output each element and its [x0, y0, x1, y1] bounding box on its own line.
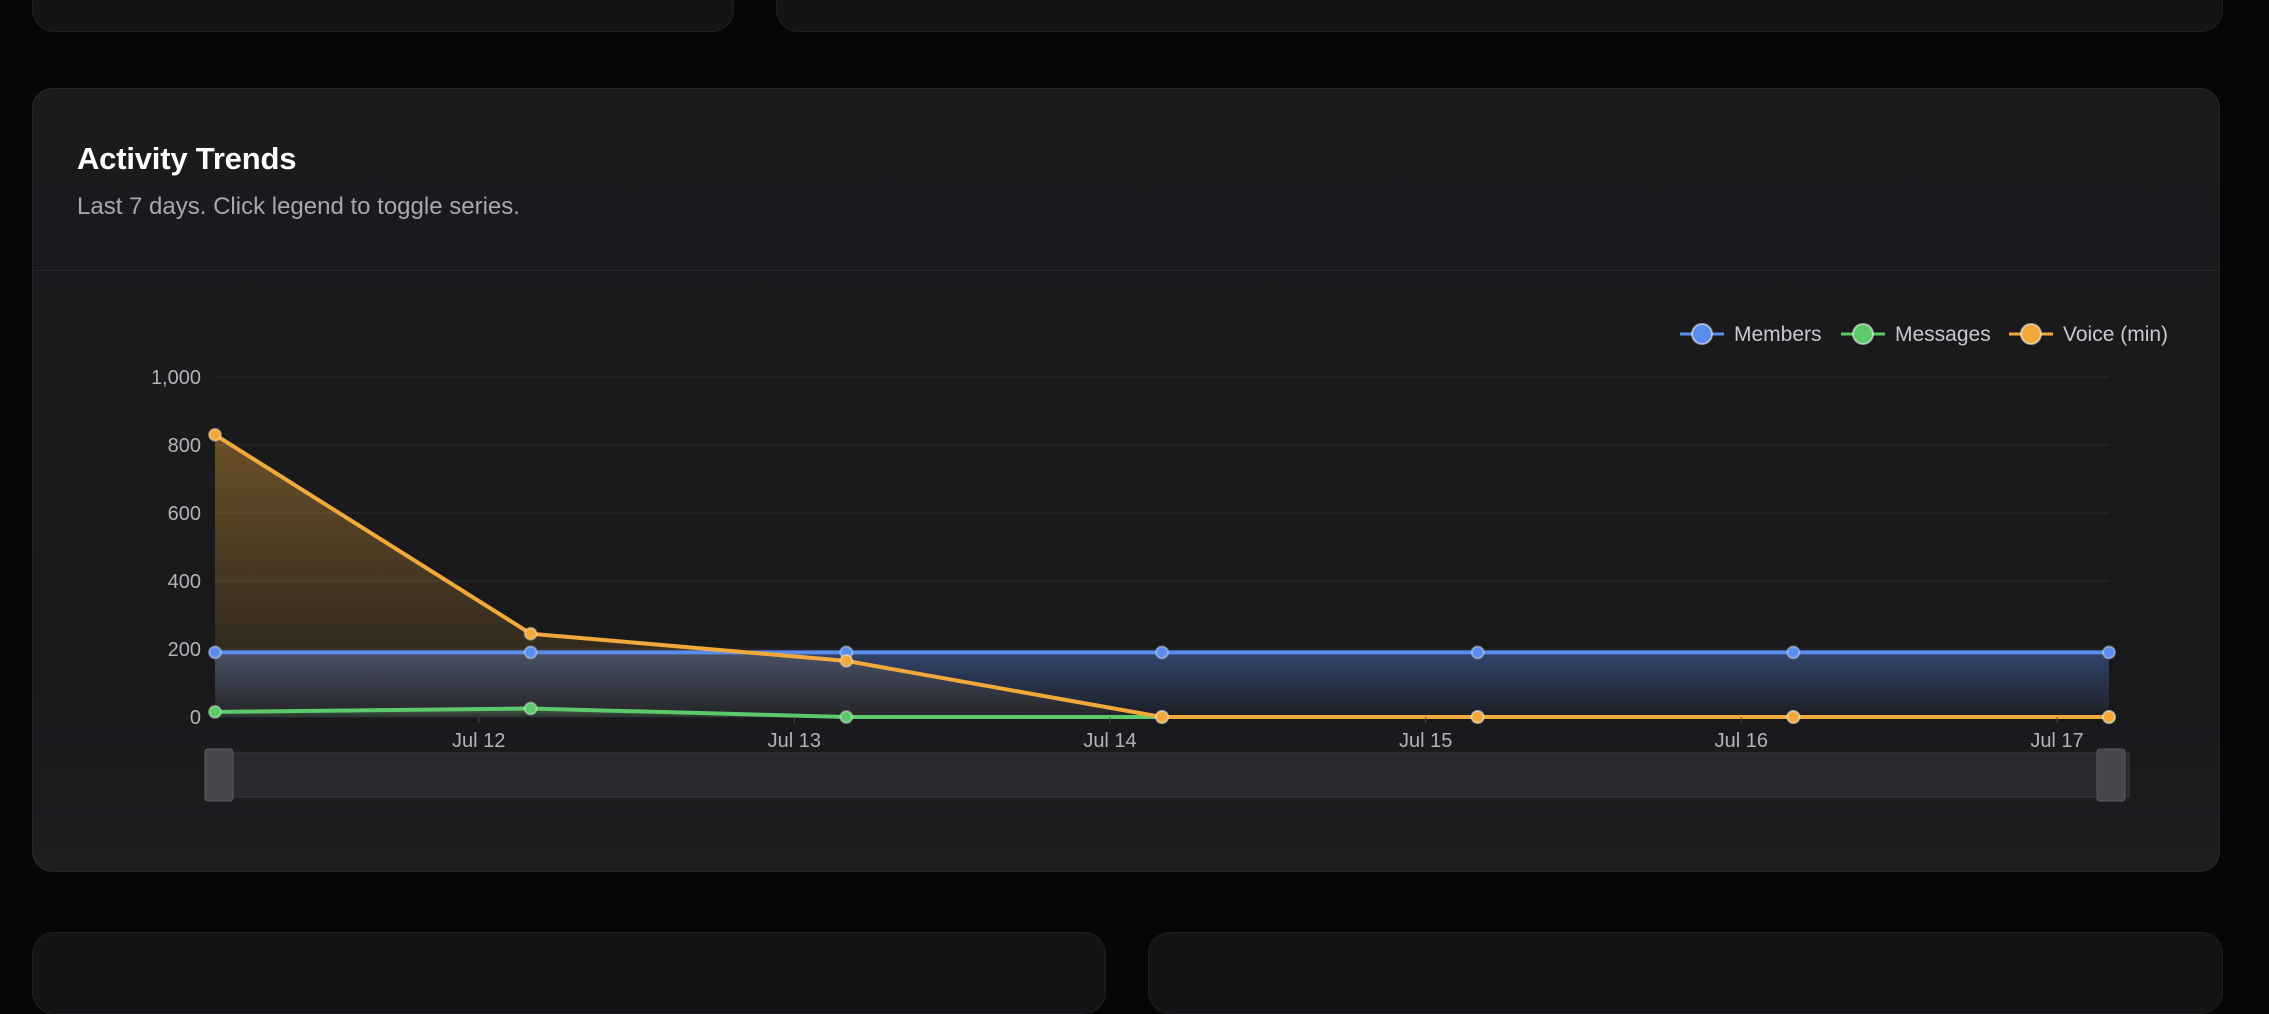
data-point-voice-min[interactable] [1155, 710, 1169, 724]
top-right-card [776, 0, 2223, 32]
y-tick-label: 1,000 [151, 367, 201, 389]
zoom-slider-track[interactable] [204, 752, 2130, 798]
y-tick-label: 200 [168, 639, 201, 661]
y-tick-label: 600 [168, 503, 201, 525]
data-point-voice-min[interactable] [1786, 710, 1801, 724]
x-tick-label: Jul 14 [1083, 730, 1136, 752]
x-tick-label: Jul 13 [768, 730, 821, 752]
data-point-messages[interactable] [839, 710, 854, 724]
zoom-slider-left-handle[interactable] [204, 748, 234, 802]
data-point-members[interactable] [2102, 645, 2116, 660]
zoom-slider-right-handle[interactable] [2096, 748, 2126, 802]
data-point-members[interactable] [1470, 645, 1485, 660]
card-header: Activity Trends Last 7 days. Click legen… [33, 89, 2219, 271]
data-point-messages[interactable] [208, 704, 222, 719]
data-point-voice-min[interactable] [839, 653, 854, 668]
card-subtitle: Last 7 days. Click legend to toggle seri… [77, 193, 520, 220]
card-title: Activity Trends [77, 141, 297, 176]
y-tick-label: 800 [168, 435, 201, 457]
data-point-voice-min[interactable] [2102, 710, 2116, 724]
data-point-members[interactable] [1786, 645, 1801, 660]
legend-marker-voice-min [2020, 323, 2042, 345]
activity-trends-card: Activity Trends Last 7 days. Click legen… [32, 88, 2220, 872]
activity-chart: 0 200 400 600 800 1,000 Jul 12 Jul 13 Jul 14 Jul … [151, 323, 2168, 802]
data-point-messages[interactable] [523, 701, 538, 716]
data-point-members[interactable] [523, 645, 538, 660]
y-tick-label: 400 [168, 571, 201, 593]
x-tick-label: Jul 17 [2030, 730, 2083, 752]
legend-item-voice-min[interactable]: Voice (min) [2009, 323, 2168, 346]
bottom-left-card [32, 932, 1106, 1014]
x-tick-label: Jul 16 [1715, 730, 1768, 752]
x-tick-label: Jul 12 [452, 730, 505, 752]
data-point-voice-min[interactable] [1470, 710, 1485, 724]
legend-label-voice-min: Voice (min) [2063, 323, 2168, 346]
series-area-voice-min [215, 434, 2109, 717]
bottom-right-card [1148, 932, 2223, 1014]
legend-marker-members [1691, 323, 1713, 345]
data-point-members[interactable] [208, 645, 222, 660]
x-tick-label: Jul 15 [1399, 730, 1452, 752]
top-left-card [32, 0, 734, 32]
data-point-voice-min[interactable] [208, 427, 222, 442]
y-tick-label: 0 [190, 707, 201, 729]
legend-item-messages[interactable]: Messages [1841, 323, 1991, 346]
legend-marker-messages [1852, 323, 1874, 345]
legend-item-members[interactable]: Members [1680, 323, 1822, 346]
legend-label-members: Members [1734, 323, 1822, 346]
legend-label-messages: Messages [1895, 323, 1991, 346]
data-point-members[interactable] [1155, 645, 1169, 660]
data-point-voice-min[interactable] [523, 626, 538, 641]
